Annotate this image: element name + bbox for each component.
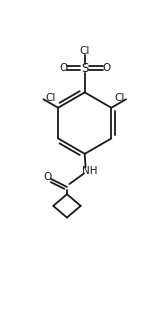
Text: O: O: [59, 63, 67, 73]
Text: Cl: Cl: [80, 46, 90, 56]
Text: S: S: [81, 62, 88, 75]
Text: O: O: [43, 172, 51, 182]
Text: O: O: [102, 63, 110, 73]
Text: Cl: Cl: [114, 94, 124, 103]
Text: NH: NH: [82, 166, 98, 176]
Text: Cl: Cl: [45, 94, 55, 103]
